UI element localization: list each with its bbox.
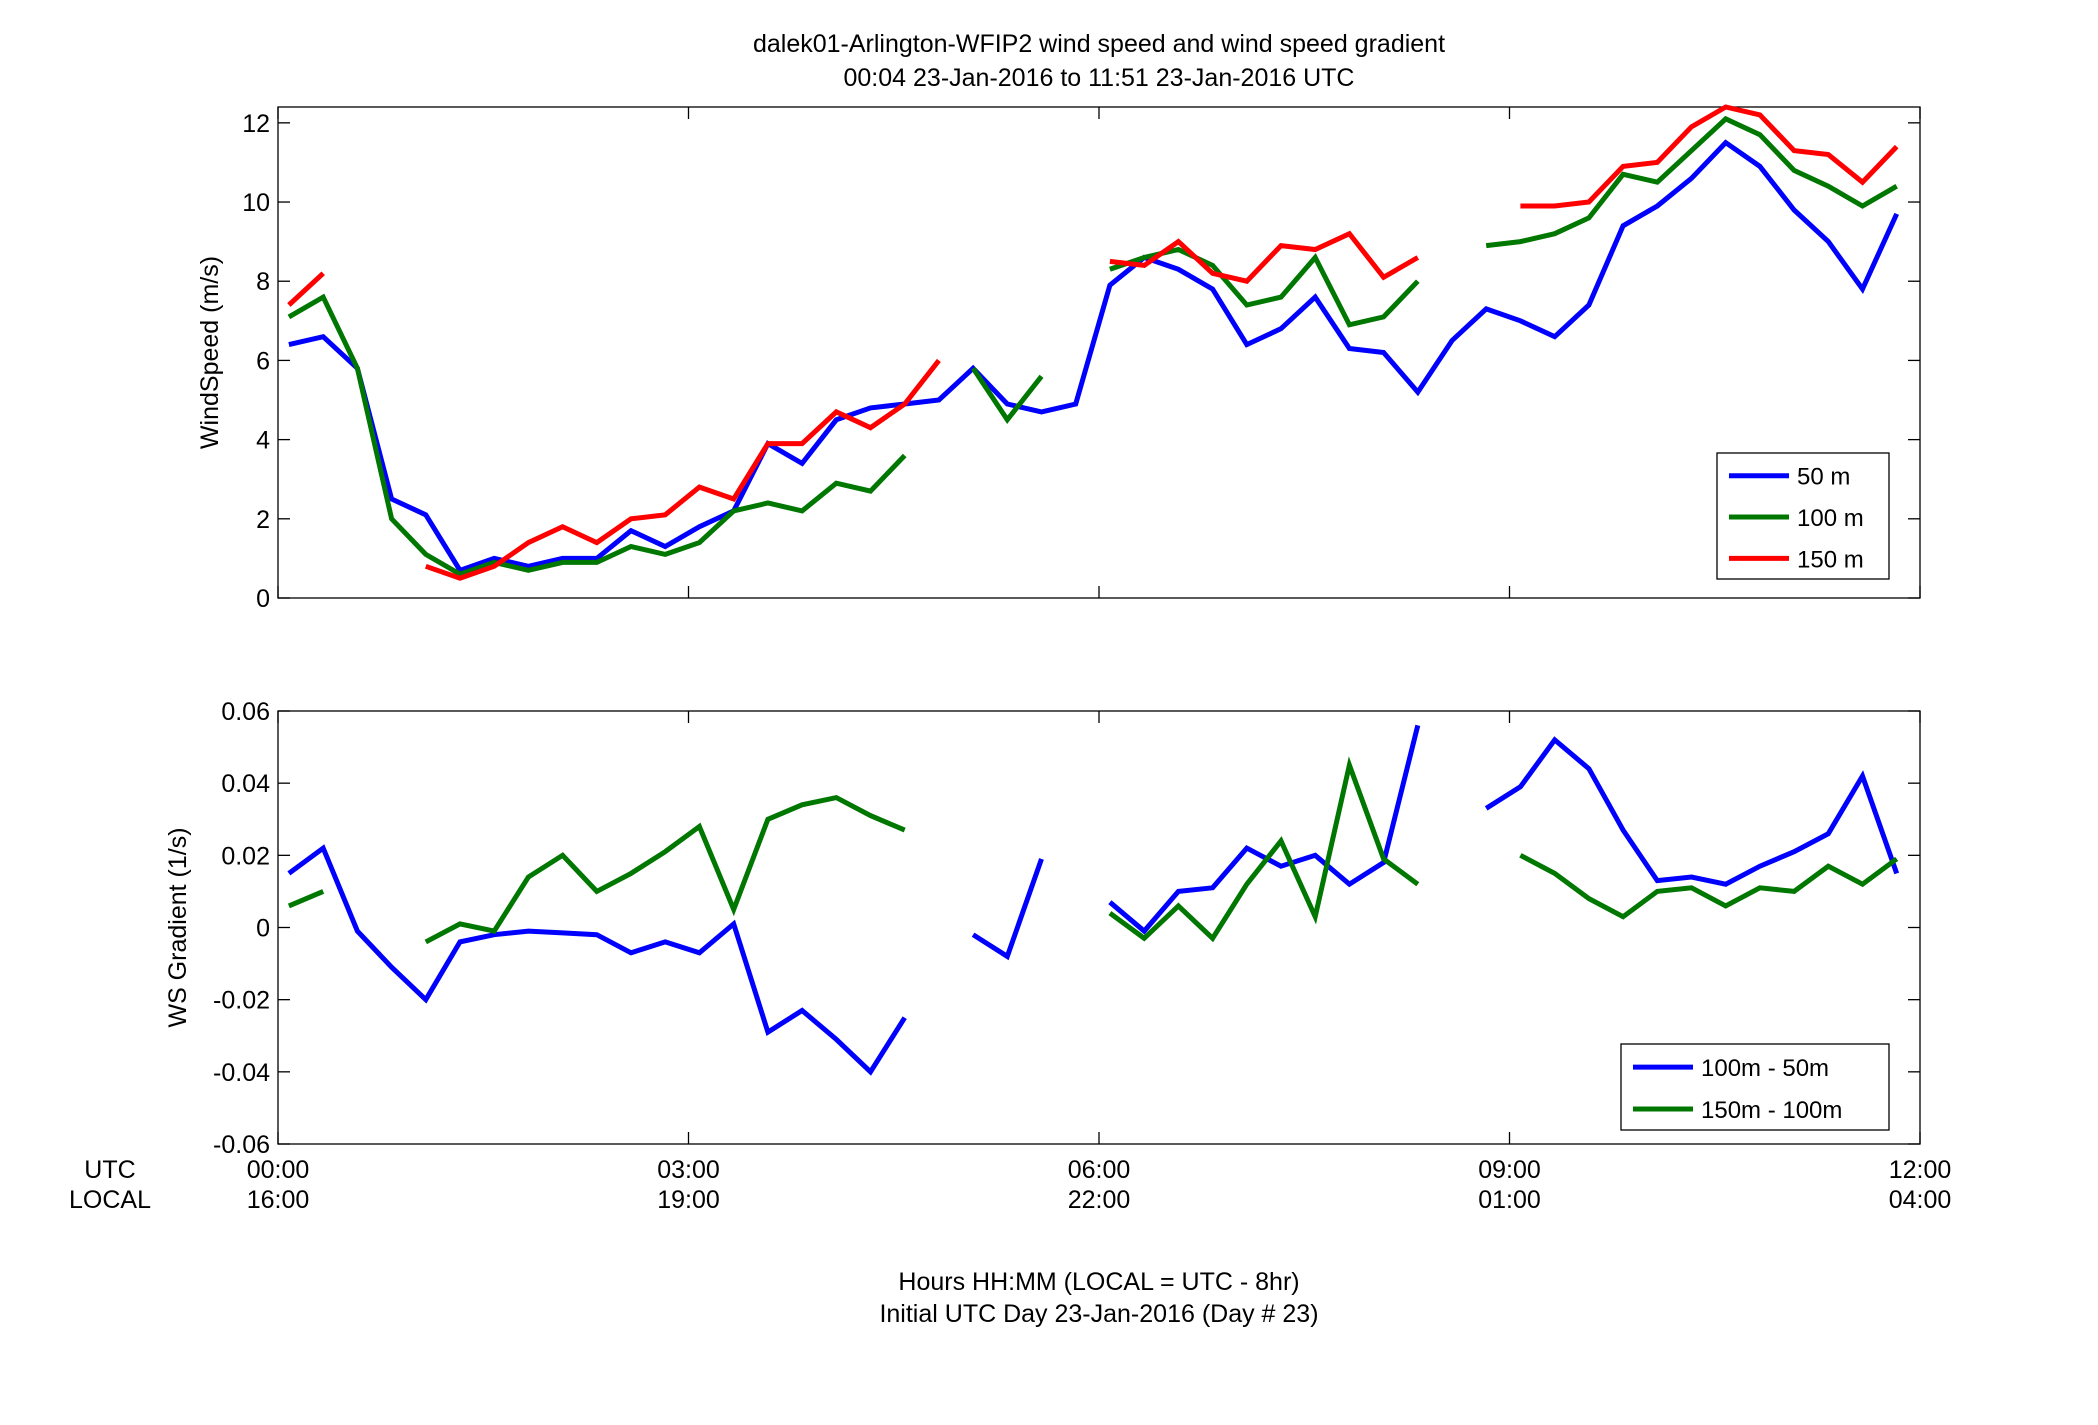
x-tick-label-utc: 03:00	[657, 1156, 720, 1184]
series-line	[287, 889, 325, 909]
x-axis-title: Hours HH:MM (LOCAL = UTC - 8hr)	[898, 1268, 1299, 1296]
legend-label: 150m - 100m	[1701, 1097, 1842, 1124]
chart-panels: 0 2 4 6 8 10 12 WindSpeed (m/s) 50 m 100 m 150 m -0…	[164, 104, 1951, 1214]
x-tick-label-local: 22:00	[1068, 1186, 1131, 1214]
series-line	[1484, 736, 1900, 887]
y-axis-label: WS Gradient (1/s)	[164, 827, 192, 1027]
legend-label: 50 m	[1797, 464, 1850, 491]
chart-title-line1: dalek01-Arlington-WFIP2 wind speed and w…	[753, 30, 1445, 58]
chart-panel-2: -0.06 -0.04 -0.02 0 0.02 0.04 0.06 WS Gradient …	[164, 698, 1951, 1214]
series-150m-100m	[287, 756, 1899, 945]
series-line	[1520, 104, 1899, 209]
y-tick-label: 0.02	[221, 842, 270, 870]
series-150m	[287, 104, 1899, 581]
series-line	[1519, 853, 1899, 920]
series-100m-50m	[287, 724, 1900, 1076]
legend-label: 100m - 50m	[1701, 1055, 1829, 1082]
legend: 100m - 50m 150m - 100m	[1620, 1043, 1890, 1131]
legend: 50 m 100 m 150 m	[1716, 452, 1890, 580]
y-tick-label: 10	[242, 189, 270, 217]
x-axis-local-label: LOCAL	[69, 1186, 151, 1214]
y-tick-label: -0.04	[213, 1059, 270, 1087]
x-tick-label-local: 01:00	[1478, 1186, 1541, 1214]
x-axis-subtitle: Initial UTC Day 23-Jan-2016 (Day # 23)	[879, 1300, 1318, 1328]
series-line	[1108, 724, 1421, 935]
legend-box	[1620, 1043, 1890, 1131]
x-tick-label-local: 16:00	[247, 1186, 310, 1214]
x-tick-label-local: 04:00	[1889, 1186, 1952, 1214]
y-tick-label: 0.04	[221, 770, 270, 798]
x-tick-label-utc: 00:00	[247, 1156, 310, 1184]
legend-label: 150 m	[1797, 546, 1864, 573]
plot-area	[277, 106, 1921, 599]
series-line	[424, 794, 906, 945]
series-line	[287, 844, 907, 1076]
x-axis-utc-label: UTC	[84, 1156, 135, 1184]
chart-panel-1: 0 2 4 6 8 10 12 WindSpeed (m/s) 50 m 100 m 150 m	[196, 104, 1921, 613]
y-tick-label: 2	[256, 506, 270, 534]
y-tick-label: 0	[256, 915, 270, 943]
series-line	[287, 271, 325, 307]
x-tick-label-utc: 09:00	[1478, 1156, 1541, 1184]
x-tick-label-local: 19:00	[657, 1186, 720, 1214]
series-line	[424, 358, 941, 581]
series-line	[287, 293, 907, 577]
y-tick-label: 0.06	[221, 698, 270, 726]
y-tick-label: 6	[256, 347, 270, 375]
y-tick-label: 12	[242, 110, 270, 138]
series-line	[1485, 115, 1898, 249]
y-tick-label: -0.06	[213, 1131, 270, 1159]
series-line	[971, 858, 1044, 961]
series-line	[971, 366, 1044, 425]
x-tick-label-utc: 06:00	[1068, 1156, 1131, 1184]
x-tick-label-utc: 12:00	[1889, 1156, 1952, 1184]
legend-label: 100 m	[1797, 505, 1864, 532]
y-tick-label: -0.02	[213, 987, 270, 1015]
series-line	[1109, 230, 1420, 284]
series-line	[288, 139, 1899, 574]
y-axis-label: WindSpeed (m/s)	[196, 256, 224, 449]
y-tick-label: 0	[256, 585, 270, 613]
y-tick-label: 8	[256, 268, 270, 296]
series-50m	[288, 139, 1899, 574]
series-line	[1108, 756, 1420, 943]
y-tick-label: 4	[256, 427, 270, 455]
chart-title-line2: 00:04 23-Jan-2016 to 11:51 23-Jan-2016 U…	[844, 64, 1355, 92]
